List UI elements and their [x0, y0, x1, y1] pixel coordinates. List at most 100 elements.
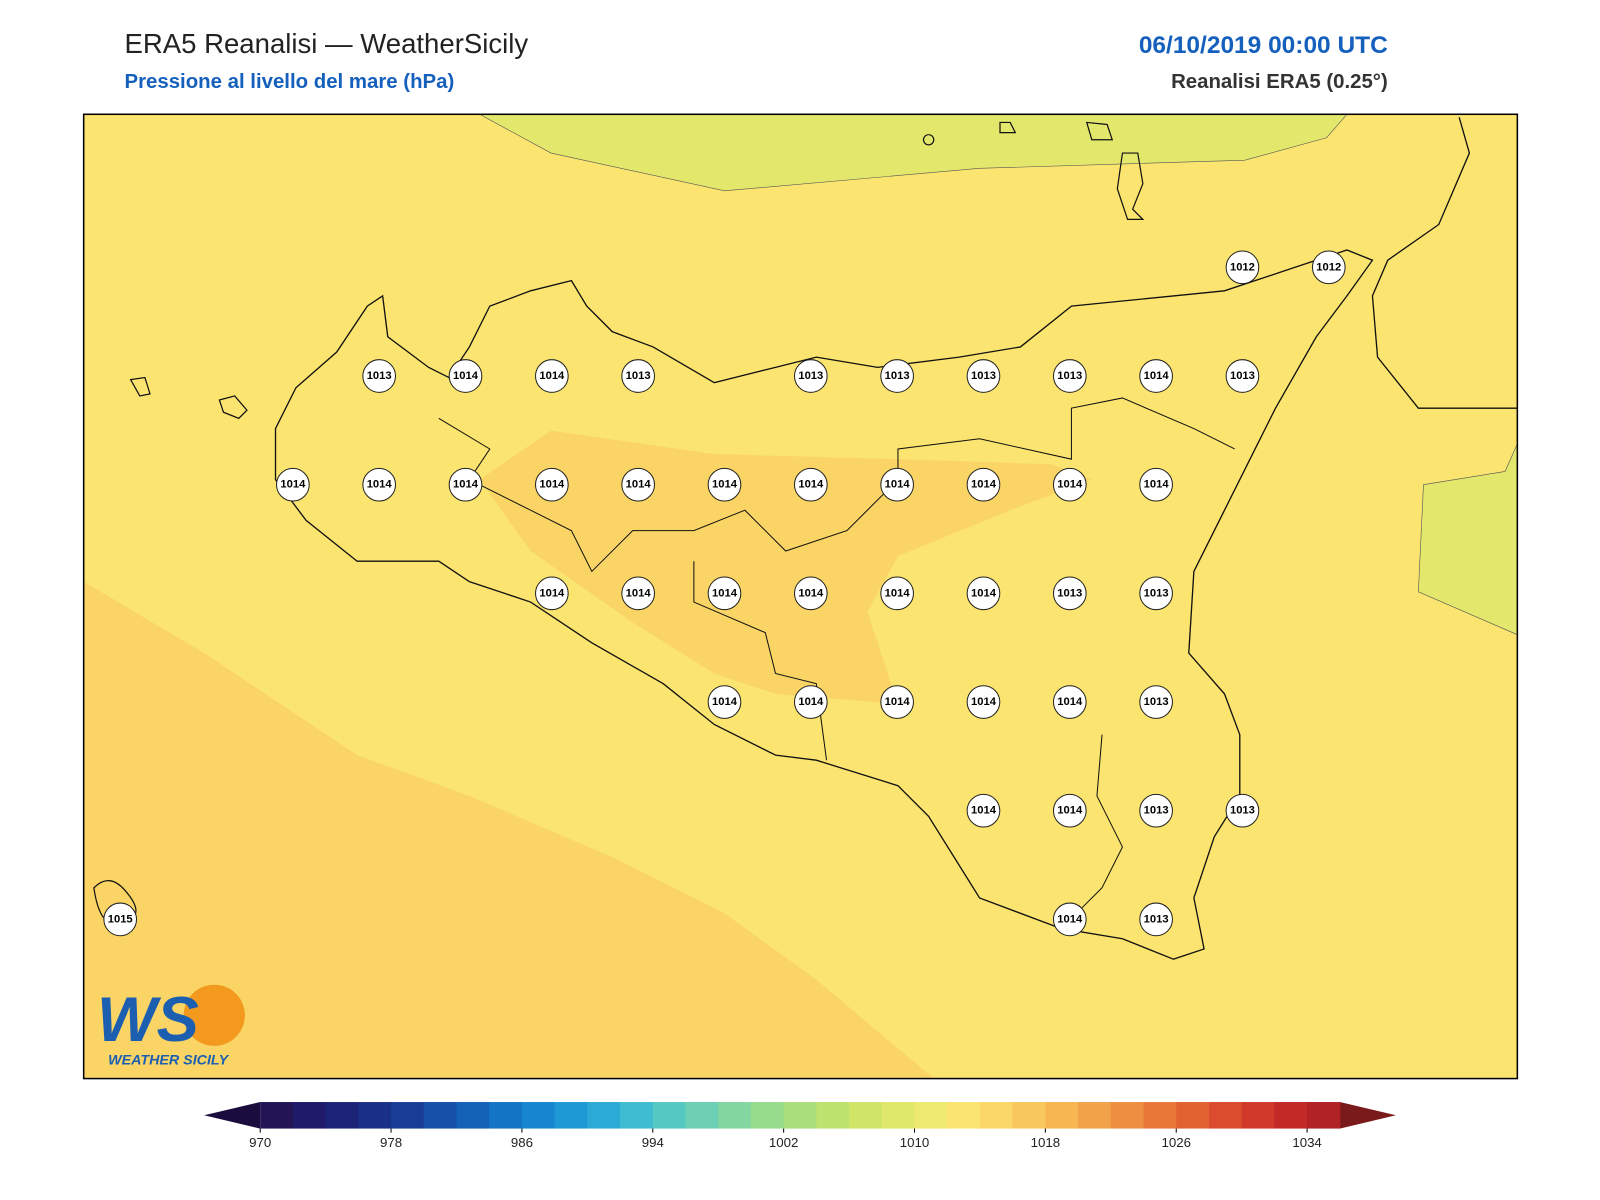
station-label: 1014	[280, 479, 306, 491]
station-label: 1013	[798, 370, 823, 382]
station-marker	[1052, 576, 1087, 611]
colorbar-box	[816, 1102, 850, 1129]
station-marker	[534, 576, 569, 611]
station-label: 1013	[971, 370, 996, 382]
station-marker	[448, 359, 483, 393]
station-marker	[103, 902, 138, 937]
colorbar-box	[979, 1102, 1014, 1129]
station-marker	[1311, 250, 1346, 285]
station-label: 1013	[1144, 587, 1169, 599]
station-label: 1014	[798, 587, 824, 599]
station-label: 1014	[1057, 805, 1083, 817]
station-marker	[1225, 359, 1260, 393]
colorbar-box	[685, 1102, 719, 1129]
station-label: 1013	[1144, 696, 1169, 708]
colorbar-tick-label: 1018	[1031, 1135, 1060, 1150]
colorbar-box	[914, 1102, 948, 1129]
colorbar-under	[204, 1102, 261, 1129]
colorbar-box	[260, 1102, 294, 1129]
source: Reanalisi ERA5 (0.25°)	[1171, 71, 1388, 93]
station-marker	[534, 359, 569, 393]
station-marker	[534, 467, 569, 502]
colorbar-tick-label: 994	[642, 1135, 664, 1150]
zone	[1418, 443, 1518, 636]
station-marker	[1139, 685, 1173, 719]
station-label: 1013	[1230, 370, 1255, 382]
station-label: 1014	[971, 805, 997, 817]
station-label: 1013	[626, 370, 651, 382]
station-marker	[1139, 359, 1173, 393]
colorbar-box	[1274, 1102, 1308, 1129]
colorbar-box	[1176, 1102, 1210, 1129]
station-label: 1014	[1144, 370, 1170, 382]
station-label: 1015	[108, 913, 133, 925]
station-marker	[966, 359, 1001, 393]
colorbar-box	[554, 1102, 588, 1129]
station-label: 1014	[971, 587, 997, 599]
station-label: 1014	[712, 696, 738, 708]
logo-text: WEATHER SICILY	[108, 1052, 229, 1068]
station-label: 1014	[1057, 479, 1083, 491]
station-marker	[362, 359, 397, 393]
colorbar-tick-label: 978	[380, 1135, 402, 1150]
station-label: 1014	[798, 479, 824, 491]
station-label: 1014	[885, 479, 911, 491]
station-marker	[276, 467, 310, 502]
zone	[83, 581, 934, 1079]
station-label: 1014	[885, 587, 911, 599]
colorbar-box	[1307, 1102, 1341, 1129]
station-label: 1012	[1230, 261, 1255, 273]
coastline	[274, 249, 1374, 960]
zone	[479, 114, 1348, 192]
station-label: 1014	[453, 479, 479, 491]
station-marker	[966, 793, 1001, 828]
station-marker	[1052, 685, 1087, 719]
station-marker	[362, 467, 397, 502]
station-marker	[448, 467, 483, 502]
station-label: 1014	[885, 696, 911, 708]
station-marker	[1139, 467, 1173, 502]
map: 1012 1012 1013 1014 1014 1013 1013 1013 1013 1013…	[83, 114, 1518, 1079]
station-label: 1014	[712, 587, 738, 599]
colorbar-box	[652, 1102, 687, 1129]
station-marker	[1139, 576, 1173, 611]
colorbar-box	[750, 1102, 785, 1129]
colorbar-box	[1078, 1102, 1112, 1129]
station-label: 1013	[1057, 587, 1082, 599]
colorbar-box	[947, 1102, 981, 1129]
station-label: 1013	[1057, 370, 1082, 382]
station-marker	[880, 467, 914, 502]
station-marker	[880, 685, 914, 719]
station-marker	[1225, 793, 1260, 828]
station-label: 1014	[539, 587, 565, 599]
station-label: 1013	[885, 370, 910, 382]
station-marker	[1225, 250, 1260, 285]
station-marker	[966, 576, 1001, 611]
station-label: 1014	[712, 479, 738, 491]
station-label: 1014	[539, 479, 565, 491]
colorbar-box	[783, 1102, 817, 1129]
station-label: 1014	[1057, 913, 1083, 925]
station-marker	[966, 467, 1001, 502]
province-border	[1060, 734, 1124, 929]
colorbar-box	[423, 1102, 458, 1129]
logo: WS WEATHER SICILY	[97, 984, 245, 1068]
colorbar: 970 978 986 994 1002 1010 1018 1026 1034	[204, 1102, 1396, 1150]
station-label: 1014	[971, 479, 997, 491]
colorbar-box	[521, 1102, 556, 1129]
map-frame	[82, 113, 1519, 1080]
station-marker	[707, 685, 742, 719]
title: ERA5 Reanalisi — WeatherSicily	[124, 28, 528, 59]
colorbar-box	[456, 1102, 490, 1129]
station-marker	[793, 576, 828, 611]
colorbar-box	[1045, 1102, 1079, 1129]
colorbar-box	[391, 1102, 425, 1129]
station-label: 1012	[1316, 261, 1341, 273]
station-marker	[621, 359, 656, 393]
station-marker	[966, 685, 1001, 719]
station-marker	[1139, 902, 1173, 937]
station-marker	[707, 467, 742, 502]
station-label: 1014	[626, 479, 652, 491]
coastline	[1371, 117, 1518, 409]
